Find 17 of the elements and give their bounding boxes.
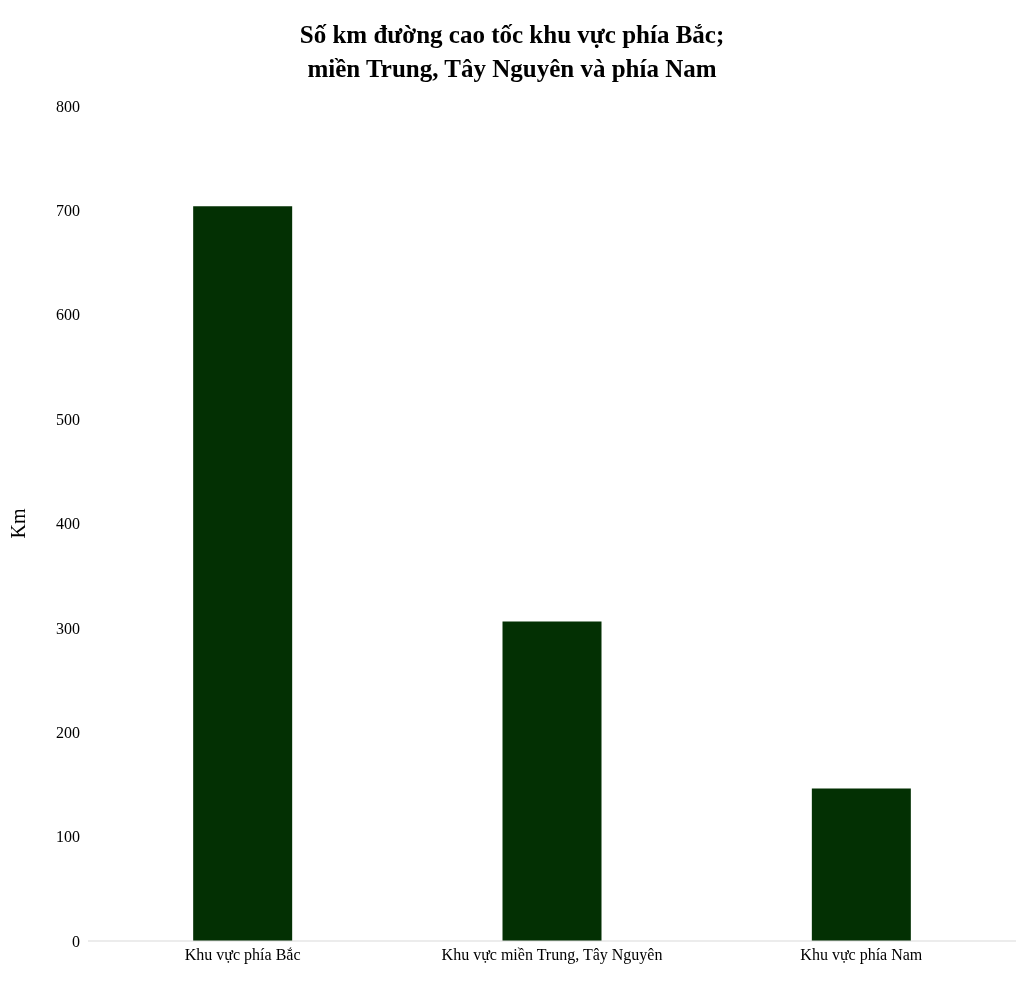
y-tick-label: 200 [56, 723, 80, 741]
y-tick-label: 0 [72, 932, 80, 950]
y-tick-label: 700 [56, 202, 80, 220]
bar [811, 788, 911, 941]
y-axis-title: Km [7, 508, 30, 539]
y-tick-label: 300 [56, 619, 80, 637]
x-tick-label: Khu vực miền Trung, Tây Nguyên [441, 946, 663, 965]
y-tick-label: 500 [56, 410, 80, 428]
x-tick-label: Khu vực phía Bắc [184, 946, 301, 965]
bar [193, 206, 293, 941]
y-tick-label: 800 [56, 97, 80, 115]
y-tick-label: 100 [56, 828, 80, 846]
chart-title: Số km đường cao tốc khu vực phía Bắc; miền Trung, Tây Nguyên và phía Nam [298, 20, 726, 84]
bar [502, 621, 602, 941]
x-tick-label: Khu vực phía Nam [800, 946, 923, 965]
y-tick-label: 400 [56, 515, 80, 533]
y-tick-label: 600 [56, 306, 80, 324]
